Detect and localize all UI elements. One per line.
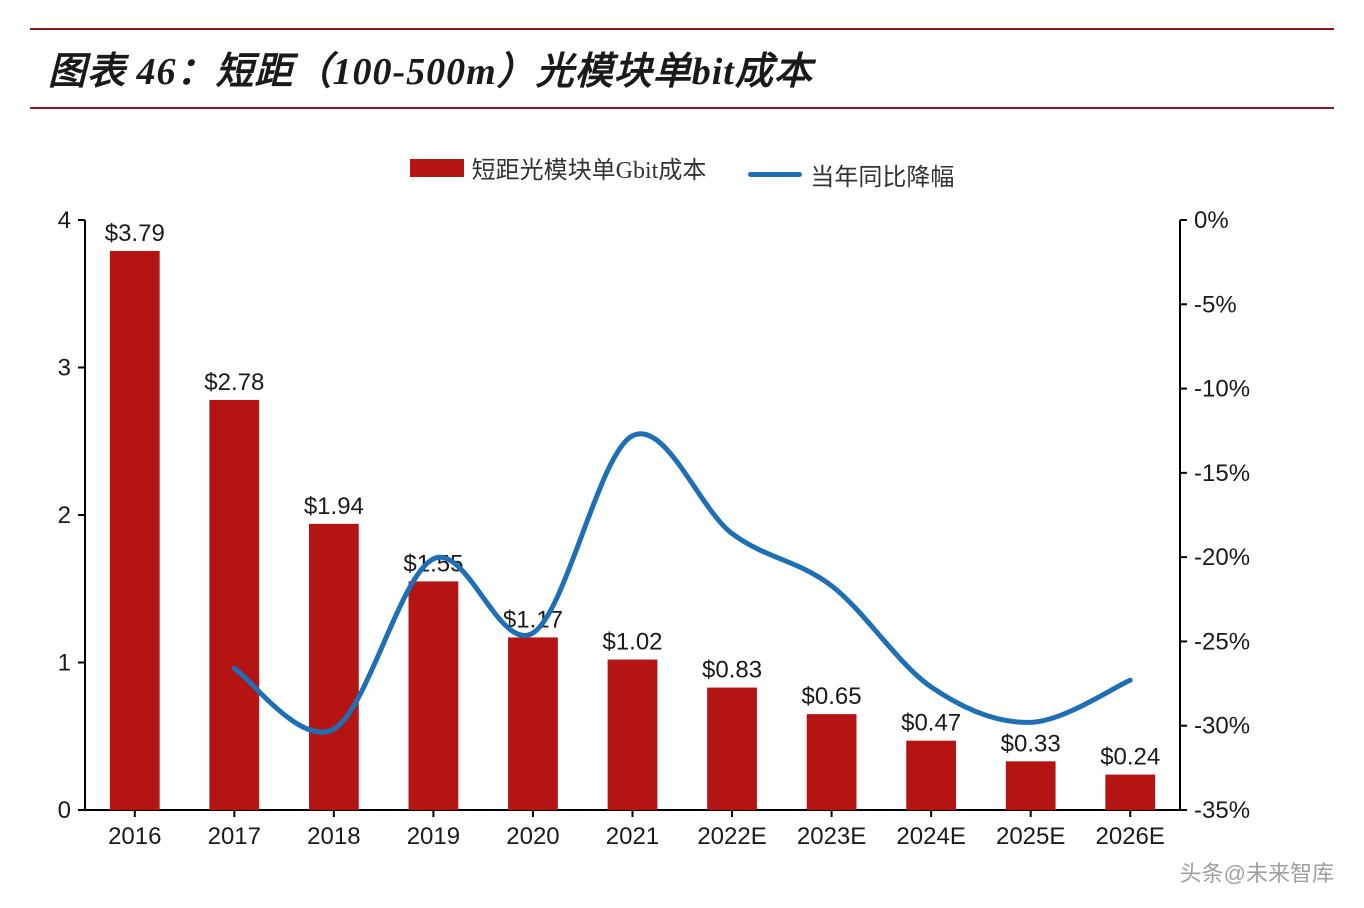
x-tick-label: 2026E <box>1096 823 1165 850</box>
y-left-tick-label: 0 <box>58 797 71 824</box>
y-left-tick-label: 4 <box>58 207 71 234</box>
legend-label-bar: 短距光模块单Gbit成本 <box>472 150 707 185</box>
bar <box>608 660 658 810</box>
x-tick-label: 2024E <box>896 823 965 850</box>
x-tick-label: 2020 <box>506 823 559 850</box>
title-rule-bottom <box>30 107 1334 109</box>
x-tick-label: 2025E <box>996 823 1065 850</box>
x-tick-label: 2017 <box>208 823 261 850</box>
bar <box>1105 775 1155 810</box>
legend-swatch-bar <box>410 159 464 177</box>
legend-item-line: 当年同比降幅 <box>748 157 954 192</box>
x-tick-label: 2021 <box>606 823 659 850</box>
title-rule-top <box>30 28 1334 30</box>
y-right-tick-label: -35% <box>1194 797 1250 824</box>
x-tick-label: 2016 <box>108 823 161 850</box>
legend-item-bar: 短距光模块单Gbit成本 <box>410 150 707 185</box>
y-left-tick-label: 2 <box>58 502 71 529</box>
y-right-tick-label: -20% <box>1194 544 1250 571</box>
chart-title: 图表 46：短距（100-500m）光模块单bit成本 <box>30 40 1334 95</box>
title-block: 图表 46：短距（100-500m）光模块单bit成本 <box>30 28 1334 109</box>
y-right-tick-label: -30% <box>1194 713 1250 740</box>
bar-value-label: $3.79 <box>105 220 165 247</box>
bar <box>110 251 160 810</box>
plot-area: 012340%-5%-10%-15%-20%-25%-30%-35%201620… <box>85 220 1180 810</box>
legend-label-line: 当年同比降幅 <box>810 157 954 192</box>
bar-value-label: $0.24 <box>1100 744 1160 771</box>
y-right-tick-label: -5% <box>1194 291 1237 318</box>
x-tick-label: 2019 <box>407 823 460 850</box>
bar-value-label: $0.83 <box>702 657 762 684</box>
y-right-tick-label: -15% <box>1194 460 1250 487</box>
bar <box>707 688 757 810</box>
bar <box>409 581 459 810</box>
bar <box>508 637 558 810</box>
bar <box>906 741 956 810</box>
bar-value-label: $0.65 <box>802 683 862 710</box>
watermark: 头条@未来智库 <box>1180 856 1334 888</box>
bar-value-label: $0.47 <box>901 710 961 737</box>
y-right-tick-label: -25% <box>1194 628 1250 655</box>
bar <box>807 714 857 810</box>
chart-container: 图表 46：短距（100-500m）光模块单bit成本 短距光模块单Gbit成本… <box>0 0 1364 908</box>
y-right-tick-label: 0% <box>1194 207 1229 234</box>
bar-value-label: $2.78 <box>204 369 264 396</box>
bar <box>209 400 259 810</box>
y-right-tick-label: -10% <box>1194 376 1250 403</box>
bar <box>1006 761 1056 810</box>
bar-value-label: $1.94 <box>304 493 364 520</box>
bar <box>309 524 359 810</box>
x-tick-label: 2023E <box>797 823 866 850</box>
bar-value-label: $0.33 <box>1001 730 1061 757</box>
plot-svg: 012340%-5%-10%-15%-20%-25%-30%-35%201620… <box>85 220 1180 860</box>
bar-value-label: $1.02 <box>602 629 662 656</box>
y-left-tick-label: 1 <box>58 650 71 677</box>
y-left-tick-label: 3 <box>58 355 71 382</box>
x-tick-label: 2018 <box>307 823 360 850</box>
x-tick-label: 2022E <box>697 823 766 850</box>
legend: 短距光模块单Gbit成本 当年同比降幅 <box>0 150 1364 192</box>
legend-swatch-line <box>748 172 802 177</box>
trend-line <box>234 434 1130 732</box>
